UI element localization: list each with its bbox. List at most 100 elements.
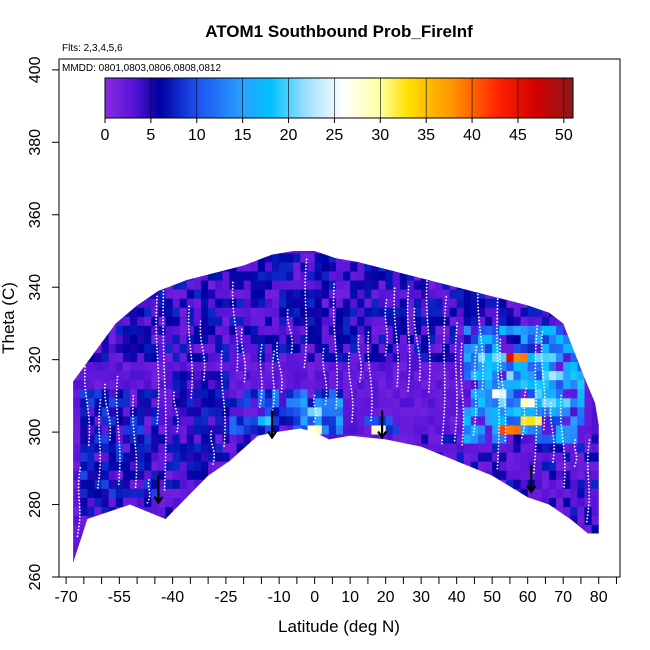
- track-point: [523, 427, 526, 429]
- track-point: [535, 393, 537, 396]
- curtain-cell: [229, 279, 238, 290]
- curtain-cell: [520, 379, 529, 390]
- track-point: [502, 387, 504, 390]
- track-point: [243, 380, 246, 383]
- curtain-cell: [513, 307, 522, 317]
- curtain-cell: [250, 370, 259, 381]
- curtain-cell: [122, 470, 131, 480]
- track-point: [385, 302, 387, 305]
- curtain-cell: [201, 370, 209, 381]
- track-point: [164, 443, 167, 446]
- curtain-cell: [137, 461, 145, 471]
- curtain-cell: [229, 343, 238, 354]
- curtain-cell: [321, 343, 330, 354]
- curtain-cell: [286, 316, 294, 326]
- curtain-cell: [151, 452, 160, 462]
- curtain-cell: [513, 442, 522, 453]
- curtain-cell: [456, 289, 465, 299]
- track-point: [498, 422, 501, 424]
- track-point: [535, 334, 538, 337]
- arrow-markers: [153, 410, 537, 505]
- curtain-cell: [172, 325, 181, 335]
- track-point: [260, 379, 263, 382]
- track-point: [336, 374, 339, 377]
- curtain-cell: [520, 424, 529, 435]
- curtain-cell: [548, 452, 557, 462]
- track-point: [498, 402, 500, 405]
- track-point: [241, 348, 244, 350]
- curtain-cell: [492, 461, 500, 471]
- curtain-cell: [250, 424, 259, 435]
- track-point: [163, 488, 166, 491]
- curtain-cell: [321, 252, 330, 263]
- track-point: [575, 452, 577, 454]
- track-point: [156, 416, 159, 418]
- track-point: [393, 316, 396, 319]
- track-point: [497, 435, 500, 437]
- curtain-cell: [94, 343, 103, 354]
- curtain-cell: [115, 415, 124, 426]
- track-point: [368, 364, 370, 366]
- curtain-cell: [279, 298, 287, 308]
- track-point: [163, 482, 166, 485]
- track-point: [115, 405, 118, 407]
- track-point: [426, 319, 429, 322]
- curtain-cell: [392, 388, 401, 399]
- curtain-cell: [541, 325, 550, 335]
- curtain-cell: [236, 325, 245, 335]
- track-point: [499, 361, 502, 364]
- curtain-cell: [293, 307, 302, 317]
- track-point: [559, 407, 562, 410]
- curtain-cell: [172, 298, 181, 308]
- track-point: [455, 332, 458, 334]
- track-point: [164, 472, 167, 475]
- curtain-cell: [499, 307, 507, 317]
- curtain-cell: [428, 406, 436, 417]
- track-point: [224, 418, 226, 421]
- curtain-cell: [80, 452, 88, 462]
- curtain-cell: [399, 325, 408, 335]
- curtain-cell: [257, 298, 266, 308]
- track-point: [231, 284, 234, 287]
- curtain-cell: [385, 316, 394, 326]
- track-point: [273, 396, 276, 398]
- curtain-cell: [335, 352, 344, 363]
- track-point: [454, 429, 457, 432]
- track-point: [397, 362, 400, 365]
- curtain-cell: [172, 352, 181, 363]
- curtain-cell: [421, 361, 429, 372]
- track-point: [106, 409, 109, 412]
- curtain-cell: [279, 325, 287, 335]
- curtain-cell: [101, 470, 110, 480]
- track-point: [461, 440, 464, 443]
- curtain-cell: [215, 325, 223, 335]
- track-point: [187, 328, 190, 331]
- track-point: [156, 295, 159, 298]
- curtain-cell: [307, 289, 316, 299]
- track-point: [164, 436, 167, 439]
- track-point: [162, 286, 165, 289]
- track-point: [461, 437, 464, 440]
- curtain-cell: [421, 279, 429, 290]
- track-point: [325, 383, 328, 386]
- curtain-cell: [144, 370, 152, 381]
- track-point: [540, 350, 543, 353]
- y-tick-label: 340: [27, 274, 44, 301]
- curtain-cell: [229, 370, 238, 381]
- curtain-cell: [513, 415, 522, 426]
- curtain-cell: [492, 442, 500, 453]
- track-point: [472, 434, 475, 436]
- curtain-cell: [591, 452, 599, 462]
- curtain-cell: [364, 397, 373, 408]
- curtain-cell: [321, 406, 330, 417]
- track-point: [164, 453, 167, 455]
- track-point: [119, 457, 121, 460]
- curtain-cell: [179, 488, 188, 498]
- curtain-cell: [563, 397, 571, 408]
- track-point: [305, 313, 308, 316]
- track-point: [277, 358, 279, 361]
- curtain-cell: [371, 279, 380, 290]
- track-point: [132, 420, 134, 423]
- track-point: [549, 408, 552, 411]
- curtain-cell: [158, 442, 167, 453]
